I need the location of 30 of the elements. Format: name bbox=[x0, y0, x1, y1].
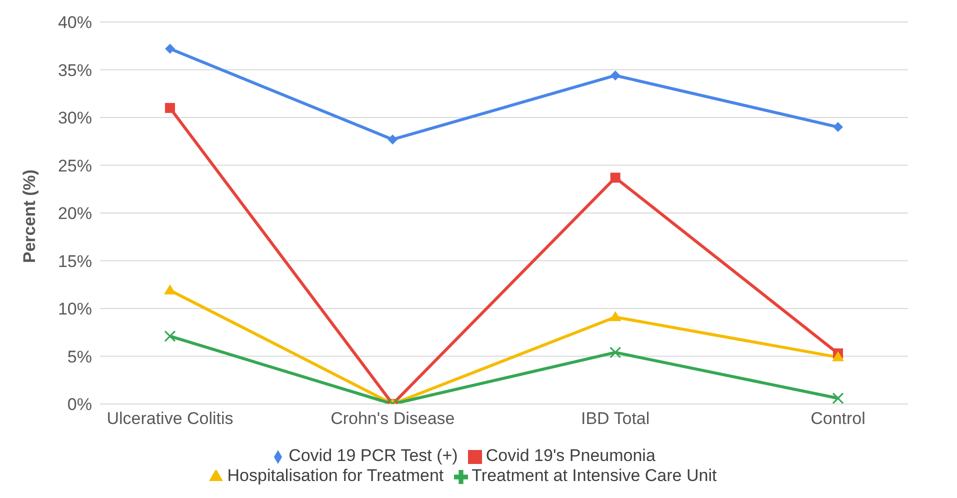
point bbox=[165, 44, 175, 54]
y-tick-label: 0% bbox=[67, 395, 92, 414]
point bbox=[164, 330, 176, 342]
point bbox=[610, 346, 622, 358]
x-tick-label: Ulcerative Colitis bbox=[106, 409, 234, 428]
legend-label: Hospitalisation for Treatment bbox=[227, 466, 444, 485]
y-tick-label: 20% bbox=[58, 204, 92, 224]
y-axis-title: Percent (%) bbox=[20, 169, 40, 263]
y-tick-label: 25% bbox=[58, 156, 92, 176]
x-tick-label: Control bbox=[810, 409, 866, 428]
y-tick-label: 35% bbox=[58, 60, 92, 80]
point bbox=[388, 134, 398, 144]
x-tick-label: Crohn's Disease bbox=[330, 409, 455, 428]
point bbox=[610, 70, 620, 80]
legend-label: Covid 19 PCR Test (+) bbox=[288, 446, 458, 465]
legend-label: Treatment at Intensive Care Unit bbox=[472, 466, 717, 485]
y-tick-label: 5% bbox=[67, 347, 92, 366]
point bbox=[832, 392, 844, 404]
point bbox=[833, 122, 843, 132]
x-tick-label: IBD Total bbox=[580, 409, 650, 428]
point bbox=[165, 102, 175, 113]
y-tick-label: 40% bbox=[58, 13, 92, 32]
point bbox=[832, 351, 844, 362]
y-tick-label: 30% bbox=[58, 108, 92, 128]
point bbox=[164, 284, 176, 294]
point bbox=[609, 311, 622, 322]
y-tick-label: 10% bbox=[58, 300, 92, 319]
y-tick-label: 15% bbox=[58, 252, 92, 271]
point bbox=[610, 172, 620, 183]
legend-label: Covid 19's Pneumonia bbox=[486, 446, 656, 465]
